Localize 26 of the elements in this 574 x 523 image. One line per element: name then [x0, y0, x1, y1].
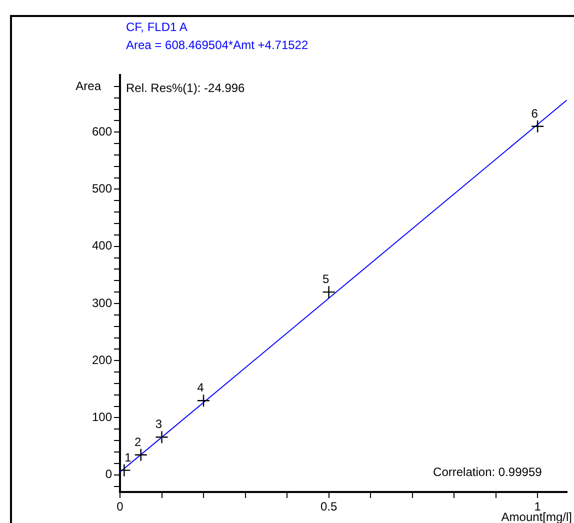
y-tick-label: 600	[92, 124, 112, 138]
annotation: 2	[134, 434, 142, 449]
x-tick-label: 0.5	[320, 500, 338, 514]
chart-title: CF, FLD1 A	[126, 20, 188, 34]
point	[530, 120, 544, 134]
annotation: 6	[531, 106, 538, 120]
y-tick-label: 200	[92, 352, 112, 367]
annotation: 5	[322, 272, 330, 286]
annotation: 3	[155, 417, 162, 432]
y-tick-label: 500	[92, 182, 112, 196]
point	[322, 285, 336, 299]
point	[134, 448, 148, 462]
x-tick-label: 1	[534, 500, 542, 514]
y-tick-label: 100	[92, 410, 112, 424]
y-axis-title: Area	[76, 79, 102, 93]
y-tick-label: 300	[92, 296, 112, 310]
y-tick-label: 0	[105, 467, 112, 482]
annotation: 1	[124, 450, 132, 464]
annotation: Correlation: 0.99959	[433, 465, 542, 479]
y-tick-label: 400	[92, 238, 112, 253]
point	[196, 394, 210, 408]
annotation: 4	[197, 380, 204, 395]
point	[155, 430, 168, 444]
annotation: Rel. Res%(1): -24.996	[126, 81, 246, 95]
chart-subtitle: Area = 608.469504*Amt +4.71522	[126, 38, 308, 52]
x-tick-label: 0	[116, 500, 124, 514]
